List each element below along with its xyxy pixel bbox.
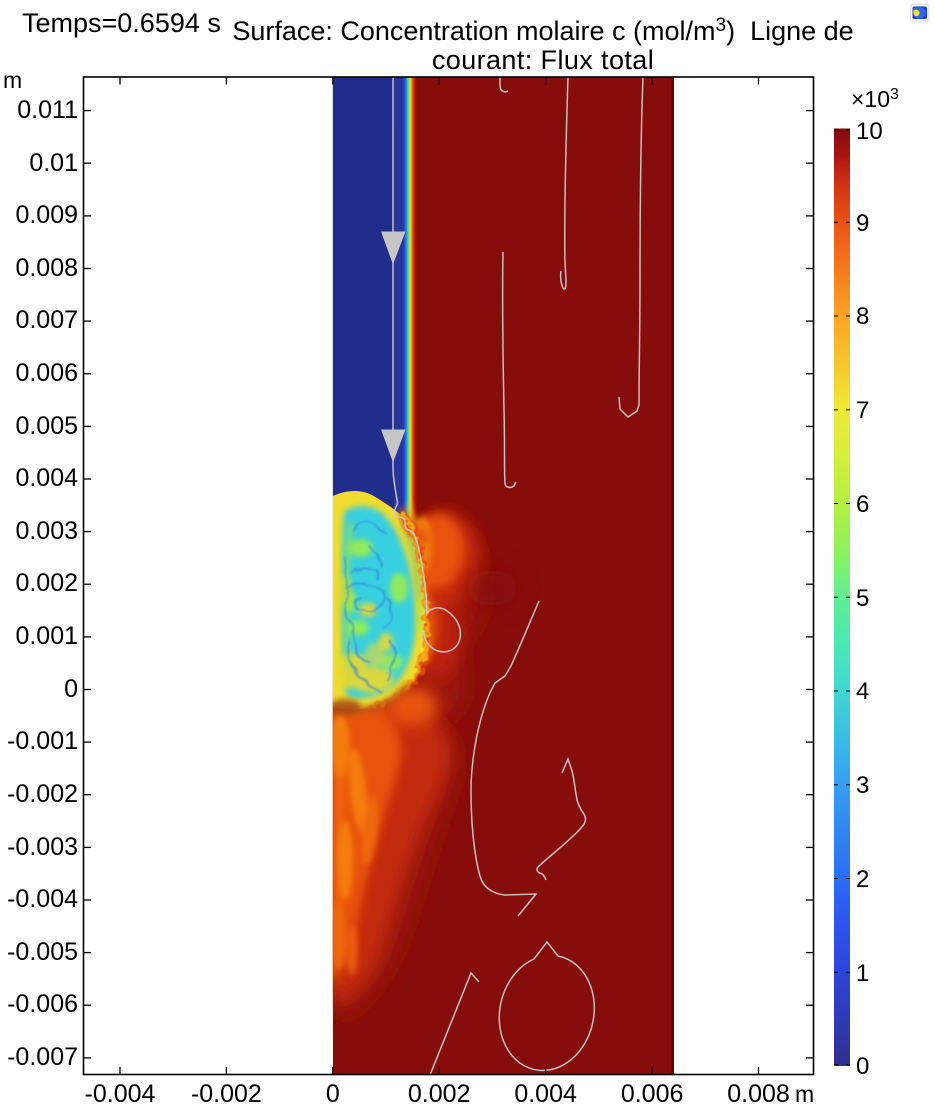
svg-text:8: 8 [856,303,869,330]
svg-text:0.004: 0.004 [15,464,78,492]
svg-text:courant: Flux total: courant: Flux total [432,45,654,75]
svg-text:0.009: 0.009 [15,201,78,229]
svg-text:0.01: 0.01 [29,149,78,177]
svg-text:3: 3 [856,772,869,799]
svg-text:1: 1 [856,960,869,987]
svg-text:-0.004: -0.004 [85,1080,156,1108]
svg-text:m: m [795,1081,814,1107]
svg-text:-0.001: -0.001 [7,727,78,755]
svg-text:0: 0 [856,1053,869,1080]
svg-text:0.007: 0.007 [15,306,78,334]
svg-text:4: 4 [856,678,869,705]
svg-text:0.006: 0.006 [621,1080,684,1108]
svg-text:0.002: 0.002 [15,569,78,597]
svg-text:6: 6 [856,491,869,518]
svg-text:0.008: 0.008 [15,254,78,282]
svg-text:0.011: 0.011 [17,96,78,124]
svg-text:m: m [3,67,22,93]
svg-text:Temps=0.6594 s: Temps=0.6594 s [22,8,221,38]
svg-text:7: 7 [856,397,869,424]
svg-text:0.006: 0.006 [15,359,78,387]
svg-text:10: 10 [856,118,883,145]
svg-text:5: 5 [856,585,869,612]
svg-text:0.008: 0.008 [727,1080,790,1108]
svg-text:×103: ×103 [851,86,899,112]
svg-text:Surface: Concentration molaire: Surface: Concentration molaire c (mol/m3… [232,15,853,46]
svg-text:0.002: 0.002 [408,1080,471,1108]
svg-text:-0.004: -0.004 [7,885,78,913]
svg-text:-0.002: -0.002 [7,780,78,808]
svg-text:0.003: 0.003 [15,517,78,545]
svg-text:-0.003: -0.003 [7,833,78,861]
svg-text:9: 9 [856,210,869,237]
svg-text:-0.006: -0.006 [7,990,78,1018]
svg-text:0: 0 [326,1080,340,1108]
svg-text:0: 0 [64,675,78,703]
svg-text:0.004: 0.004 [514,1080,577,1108]
svg-text:-0.002: -0.002 [191,1080,262,1108]
svg-text:0.001: 0.001 [15,622,78,650]
svg-text:2: 2 [856,866,869,893]
svg-text:-0.005: -0.005 [7,938,78,966]
svg-text:0.005: 0.005 [15,412,78,440]
svg-text:-0.007: -0.007 [7,1043,78,1071]
